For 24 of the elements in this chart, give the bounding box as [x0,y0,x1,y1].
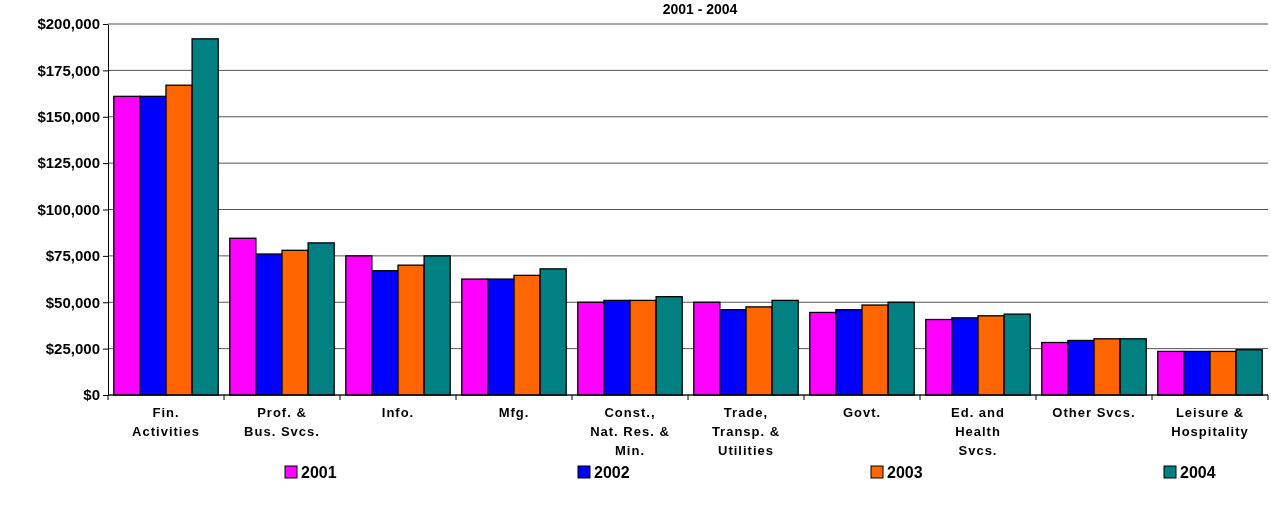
chart-title: 2001 - 2004 [662,1,738,17]
y-tick-label: $175,000 [37,61,100,79]
y-tick-label: $100,000 [37,200,100,218]
legend-label: 2003 [887,464,923,481]
x-tick-label: Mfg. [498,405,530,420]
y-tick-label: $50,000 [45,293,100,311]
y-tick-label: $0 [83,386,100,404]
legend-label: 2002 [594,464,630,481]
x-tick-label: Govt. [842,405,882,420]
x-tick-label: Leisure & Hospitality [1171,405,1249,439]
legend-label: 2001 [301,464,337,481]
x-tick-label: Prof. & Bus. Svcs. [244,405,320,439]
y-tick-label: $75,000 [45,247,100,265]
y-tick-label: $25,000 [45,339,100,357]
y-tick-label: $150,000 [37,108,100,126]
legend-label: 2004 [1180,464,1216,481]
x-tick-label: Fin. Activities [132,405,200,439]
x-tick-label: Const., Nat. Res. & Min. [590,405,670,458]
x-tick-label: Other Svcs. [1052,405,1136,420]
x-tick-label: Info. [381,405,415,420]
x-tick-label: Ed. and Health Svcs. [951,405,1005,458]
y-tick-label: $125,000 [37,154,100,172]
y-tick-label: $200,000 [37,15,100,33]
x-tick-label: Trade, Transp. & Utilities [711,405,781,458]
